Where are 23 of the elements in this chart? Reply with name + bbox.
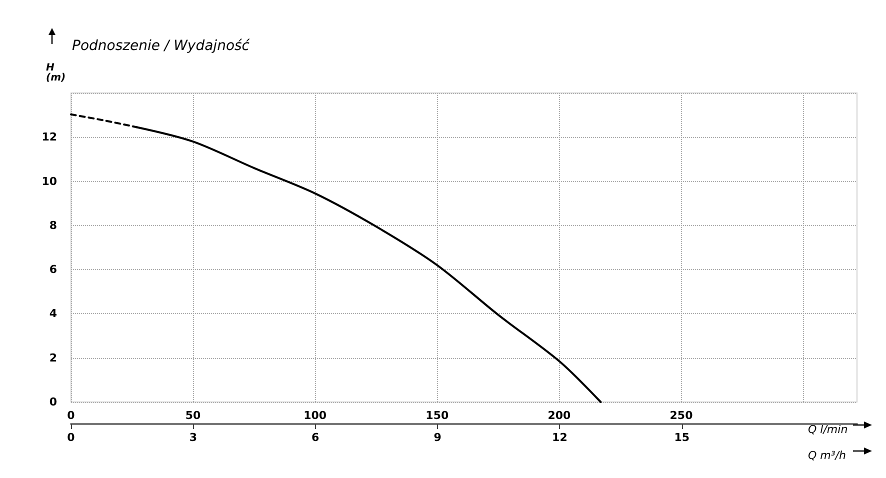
- y-tick-label: 10: [42, 174, 58, 188]
- y-axis-title: H (m): [46, 62, 66, 84]
- x-tick-label: 150: [426, 409, 449, 422]
- x2-tick-label: 9: [434, 431, 442, 444]
- x-tick-label: 100: [304, 409, 327, 422]
- x2-tick-label: 0: [67, 431, 76, 444]
- x-tick-label: 0: [67, 409, 76, 422]
- y-tick-label: 0: [49, 396, 58, 408]
- y-tick-label: 8: [49, 218, 57, 232]
- y-tick-label: 12: [42, 130, 57, 144]
- x2-tick-label: 12: [552, 431, 568, 444]
- x-tick-label: 50: [185, 409, 202, 422]
- y-tick-label: 4: [49, 307, 58, 320]
- x-axis-title: Q l/min: [808, 423, 848, 436]
- x2-tick-label: 3: [189, 431, 198, 444]
- x-tick-label: 250: [670, 409, 694, 422]
- chart-title: Podnoszenie / Wydajność: [72, 38, 251, 54]
- x2-tick-label: 6: [312, 431, 320, 444]
- x2-axis-title: Q m³/h: [808, 449, 846, 462]
- y-tick-label: 6: [49, 263, 58, 276]
- x-tick-label: 200: [548, 409, 572, 422]
- y-tick-label: 2: [49, 351, 57, 364]
- x2-tick-label: 15: [674, 431, 690, 444]
